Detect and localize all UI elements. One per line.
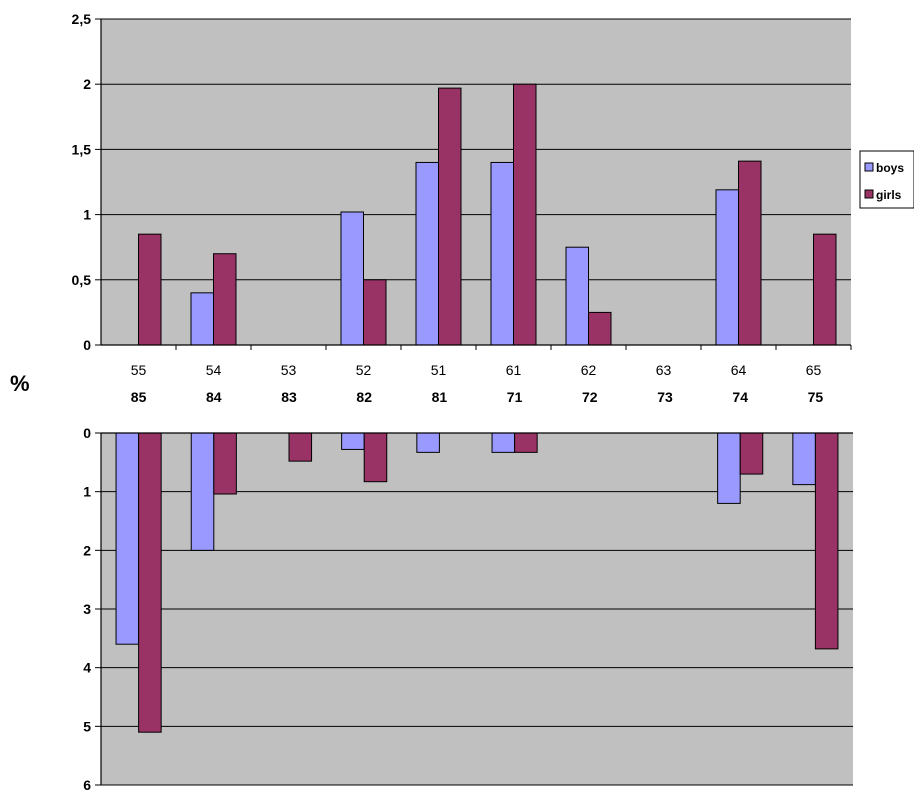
x-tick-label: 55 [131, 362, 147, 378]
bar-boys-62 [565, 246, 589, 346]
x-tick-label: 65 [806, 362, 822, 378]
bar-girls-85 [138, 432, 162, 733]
bar-boys-74 [717, 432, 741, 504]
bar-boys-64 [715, 189, 739, 346]
bar-girls-51 [438, 87, 462, 346]
bar-boys-85 [115, 432, 140, 645]
y-tick-label: 1 [83, 207, 91, 223]
y-tick-label: 2 [83, 76, 91, 92]
bottom-y-tick-labels: 0 1 2 3 4 5 6 [83, 425, 91, 791]
bar-boys-81 [416, 432, 440, 453]
bar-girls-64 [738, 160, 762, 346]
y-tick-label: 2,5 [72, 11, 92, 27]
x-tick-label: 64 [731, 362, 747, 378]
x-tick-label: 72 [582, 389, 598, 405]
y-tick-label: 3 [83, 601, 91, 617]
bar-boys-82 [341, 432, 365, 450]
bottom-axes [95, 432, 853, 786]
y-tick-label: 5 [83, 718, 91, 734]
y-tick-label: 1,5 [72, 141, 92, 157]
x-tick-label: 82 [356, 389, 372, 405]
legend-label-boys: boys [876, 161, 904, 175]
bar-boys-71 [491, 432, 516, 453]
x-tick-label: 71 [507, 389, 523, 405]
x-tick-label: 62 [581, 362, 597, 378]
x-tick-label: 81 [432, 389, 448, 405]
bottom-chart: 0 1 2 3 4 5 6 85 84 83 82 81 71 72 73 74 75 [83, 389, 853, 791]
x-tick-label: 74 [732, 389, 748, 405]
bar-boys-75 [792, 432, 816, 486]
x-tick-label: 61 [506, 362, 522, 378]
legend-swatch-boys [864, 162, 874, 172]
bar-boys-51 [415, 161, 439, 346]
bar-boys-84 [190, 432, 215, 551]
top-x-tick-labels: 55 54 53 52 51 61 62 63 64 65 [131, 362, 822, 378]
legend-swatch-girls [864, 189, 874, 199]
legend-label-girls: girls [876, 188, 902, 202]
bar-boys-61 [490, 161, 514, 346]
x-tick-label: 84 [206, 389, 222, 405]
bar-girls-55 [138, 233, 162, 346]
top-bars [138, 83, 837, 346]
x-tick-label: 54 [206, 362, 222, 378]
x-tick-label: 63 [656, 362, 672, 378]
bar-girls-52 [363, 279, 387, 346]
y-tick-label: 0,5 [72, 272, 92, 288]
bar-girls-54 [213, 253, 237, 346]
bar-girls-65 [813, 233, 837, 346]
x-tick-label: 53 [281, 362, 297, 378]
bar-girls-75 [814, 432, 839, 650]
bar-boys-52 [340, 211, 364, 346]
x-tick-label: 73 [657, 389, 673, 405]
x-tick-label: 52 [356, 362, 372, 378]
bar-girls-61 [513, 83, 537, 346]
bar-girls-62 [588, 311, 612, 346]
x-tick-label: 51 [431, 362, 447, 378]
top-axes [95, 18, 852, 350]
bar-girls-82 [363, 432, 388, 483]
percent-label: % [10, 371, 30, 396]
x-tick-label: 75 [808, 389, 824, 405]
bottom-bars [115, 432, 839, 733]
y-tick-label: 6 [83, 777, 91, 791]
y-tick-label: 4 [83, 660, 91, 676]
y-tick-label: 0 [83, 425, 91, 441]
y-tick-label: 0 [83, 337, 91, 353]
y-tick-label: 1 [83, 484, 91, 500]
bottom-x-tick-labels: 85 84 83 82 81 71 72 73 74 75 [131, 389, 824, 405]
top-y-tick-labels: 0 0,5 1 1,5 2 2,5 [72, 11, 92, 353]
y-tick-label: 2 [83, 542, 91, 558]
bar-girls-83 [288, 432, 313, 462]
bar-girls-74 [739, 432, 764, 475]
x-tick-label: 85 [131, 389, 147, 405]
top-chart: 0 0,5 1 1,5 2 2,5 55 54 53 52 51 61 62 63 64 65 [72, 11, 852, 378]
x-tick-label: 83 [281, 389, 297, 405]
bar-girls-71 [514, 432, 538, 453]
legend: boys girls [859, 150, 914, 209]
bar-boys-54 [190, 292, 214, 346]
bar-girls-84 [213, 432, 237, 495]
